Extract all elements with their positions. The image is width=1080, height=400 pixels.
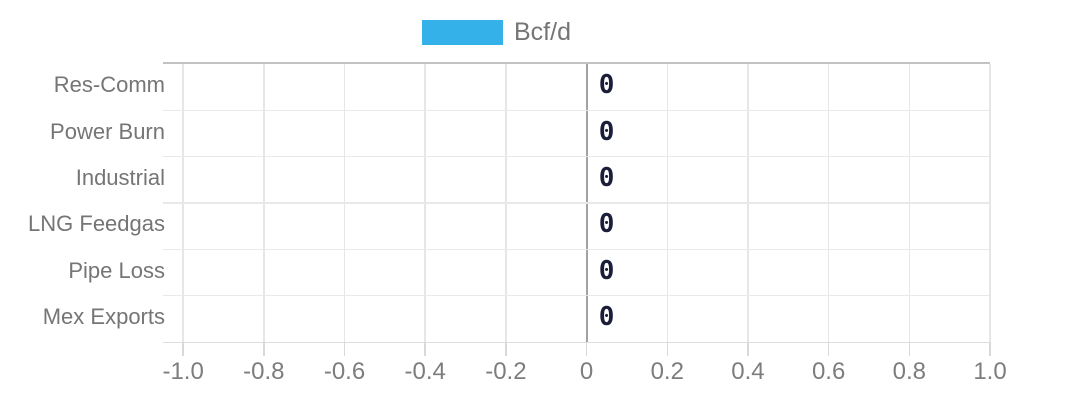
x-tick-label: -0.2 (485, 358, 527, 385)
y-gridline (163, 294, 990, 297)
legend: Bcf/d (422, 20, 571, 45)
x-tick-label: 0 (579, 358, 594, 385)
x-tick-mark (424, 342, 426, 356)
bar-value-label: 0 (598, 116, 615, 147)
x-tick-mark (747, 342, 749, 356)
x-tick-mark (908, 342, 911, 356)
bar-value-label: 0 (598, 70, 615, 101)
bar-value-label: 0 (598, 209, 615, 240)
plot-area (163, 62, 991, 343)
x-tick-mark (989, 342, 991, 356)
bar-value-label: 0 (598, 301, 615, 332)
legend-swatch (422, 20, 503, 45)
legend-series-label: Bcf/d (514, 18, 571, 46)
y-gridline (163, 248, 990, 251)
x-tick-label: -0.8 (243, 358, 285, 385)
y-gridline (163, 155, 990, 158)
x-tick-mark (505, 342, 507, 356)
x-tick-mark (585, 342, 588, 356)
x-tick-mark (182, 342, 184, 356)
y-category-label: Power Burn (50, 118, 165, 144)
y-category-label: Industrial (75, 164, 165, 190)
x-tick-mark (666, 342, 669, 356)
y-category-label: Pipe Loss (68, 257, 165, 283)
y-category-label: LNG Feedgas (28, 211, 165, 237)
y-category-label: Res-Comm (53, 72, 165, 98)
x-tick-label: -0.4 (404, 358, 446, 385)
x-tick-label: 0.8 (892, 358, 926, 385)
bar-value-label: 0 (598, 162, 615, 193)
x-tick-label: 0.4 (731, 358, 765, 385)
x-tick-label: 0.6 (811, 358, 846, 385)
x-gridline (989, 64, 991, 342)
x-tick-label: -0.6 (323, 358, 366, 385)
x-tick-label: 1.0 (973, 358, 1007, 385)
x-tick-label: -1.0 (162, 358, 204, 385)
x-tick-mark (343, 342, 346, 356)
y-gridline (163, 109, 990, 112)
y-category-label: Mex Exports (42, 303, 165, 329)
x-tick-mark (827, 342, 830, 356)
x-tick-mark (263, 342, 265, 356)
y-gridline (163, 202, 990, 204)
bar-value-label: 0 (598, 255, 615, 286)
x-tick-label: 0.2 (650, 358, 684, 385)
